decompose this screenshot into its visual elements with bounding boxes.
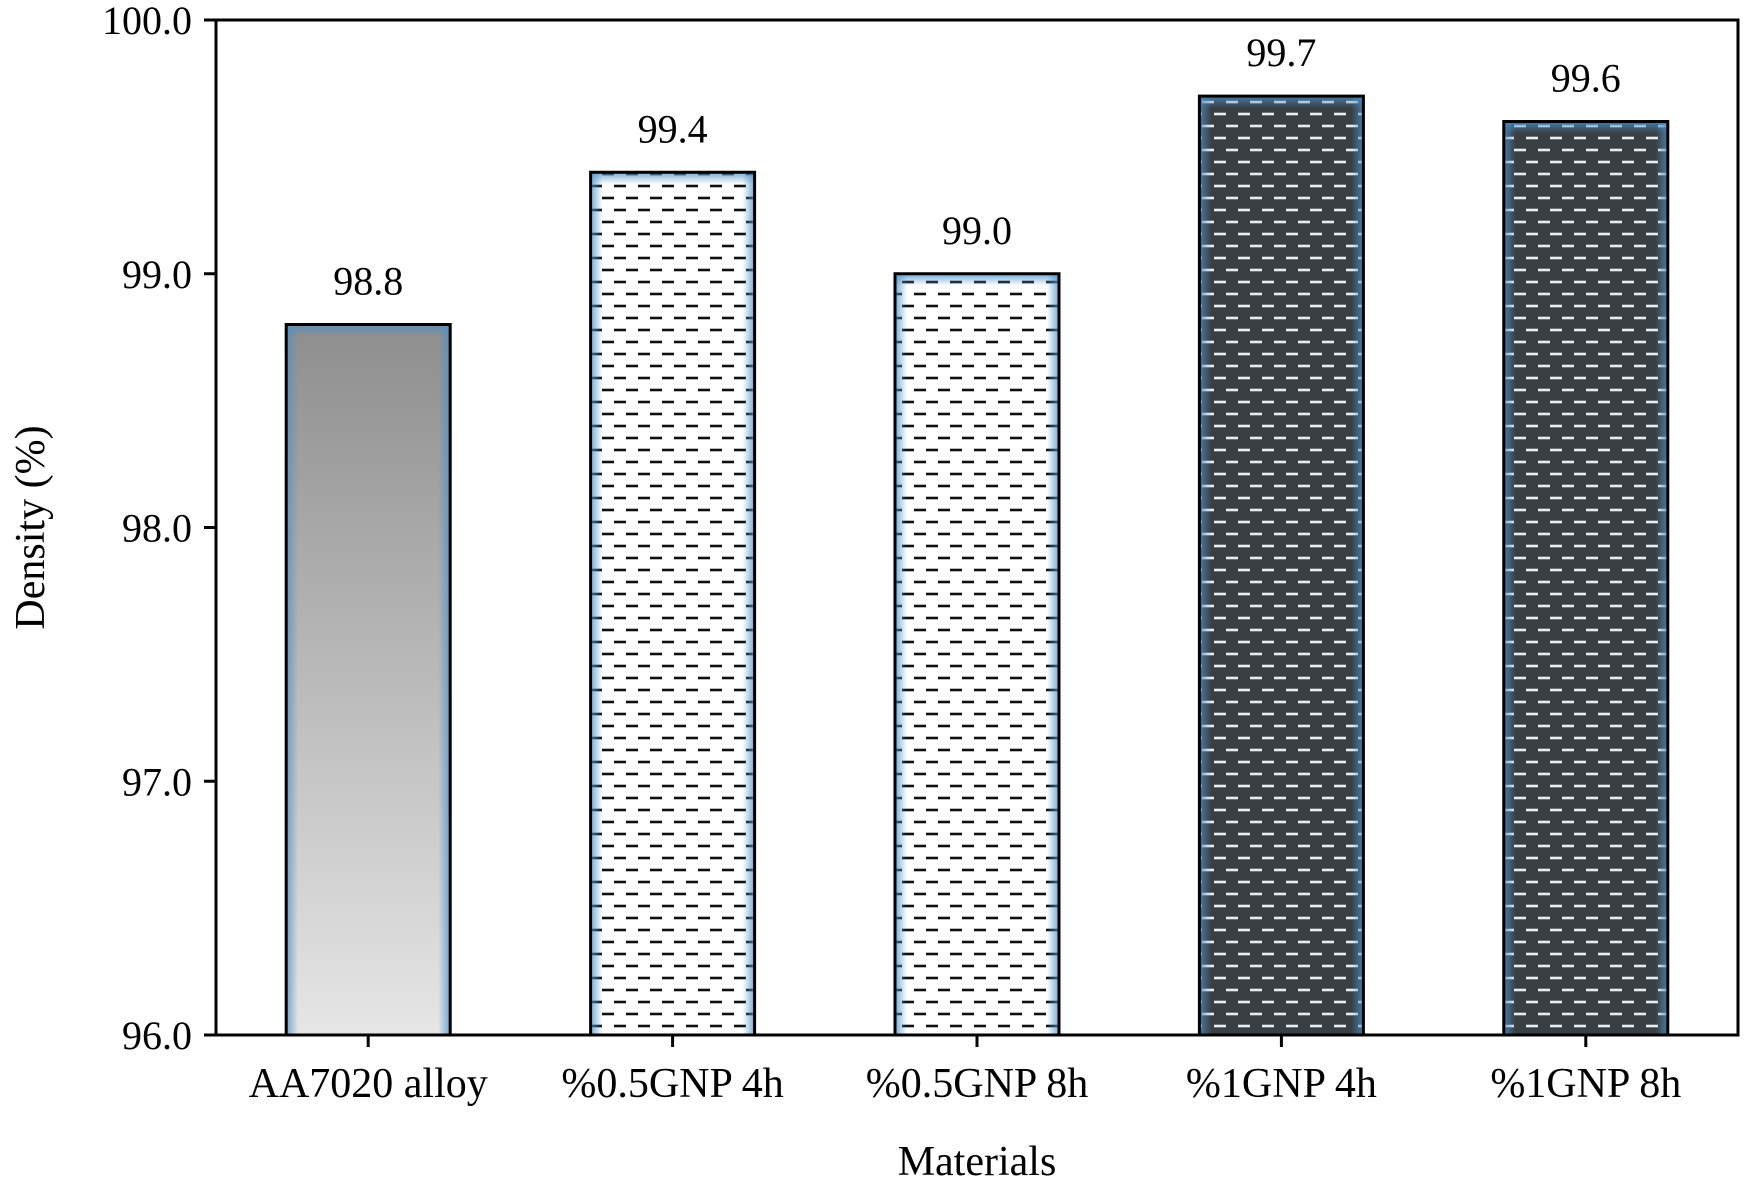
bar-2 (589, 170, 757, 1037)
bar-glow-left (286, 324, 299, 1035)
bar-fill (895, 273, 1059, 1035)
data-label-4: 99.7 (1246, 30, 1316, 75)
bar-glow-top (286, 324, 451, 337)
y-tick-label: 98.0 (122, 506, 192, 551)
bar-glow-right (438, 324, 451, 1035)
bar-glow-left (895, 273, 907, 1035)
bar-glow-right (1047, 273, 1059, 1035)
data-label-1: 98.8 (333, 259, 403, 304)
data-labels: 98.8 99.4 99.0 99.7 99.6 (333, 30, 1621, 303)
data-label-3: 99.0 (942, 208, 1012, 253)
bar-glow-left (1503, 121, 1516, 1035)
data-label-2: 99.4 (638, 106, 708, 151)
y-tick-label: 96.0 (122, 1013, 192, 1058)
bars (284, 94, 1670, 1037)
x-category-label-5: %1GNP 8h (1490, 1061, 1681, 1107)
y-axis: 96.0 97.0 98.0 99.0 100.0 (102, 0, 216, 1058)
bar-glow-top (1503, 121, 1668, 134)
bar-glow-right (742, 172, 755, 1035)
x-category-label-2: %0.5GNP 4h (561, 1061, 783, 1107)
x-category-label-4: %1GNP 4h (1186, 1061, 1377, 1107)
x-axis: AA7020 alloy %0.5GNP 4h %0.5GNP 8h %1GNP 4h… (249, 1035, 1681, 1107)
bar-fill (1199, 96, 1364, 1035)
bar-1 (284, 323, 452, 1037)
bar-glow-right (1655, 121, 1668, 1035)
bar-glow-top (895, 273, 1059, 286)
bar-glow-left (1199, 96, 1212, 1035)
bar-glow-right (1351, 96, 1364, 1035)
bar-5 (1502, 120, 1670, 1037)
bar-fill (286, 324, 451, 1035)
x-category-label-1: AA7020 alloy (249, 1061, 488, 1107)
y-tick-label: 97.0 (122, 759, 192, 804)
bar-fill (1503, 121, 1668, 1035)
bar-4 (1197, 94, 1365, 1037)
bar-glow-left (590, 172, 603, 1035)
bar-glow-top (590, 172, 755, 185)
y-tick-label: 99.0 (122, 252, 192, 297)
x-category-label-3: %0.5GNP 8h (866, 1061, 1088, 1107)
data-label-5: 99.6 (1551, 56, 1621, 101)
bar-fill (590, 172, 755, 1035)
y-axis-title: Density (%) (8, 425, 54, 629)
bar-glow-top (1199, 96, 1364, 109)
y-tick-label: 100.0 (102, 0, 192, 43)
bar-3 (893, 272, 1061, 1037)
x-axis-title: Materials (898, 1139, 1057, 1185)
